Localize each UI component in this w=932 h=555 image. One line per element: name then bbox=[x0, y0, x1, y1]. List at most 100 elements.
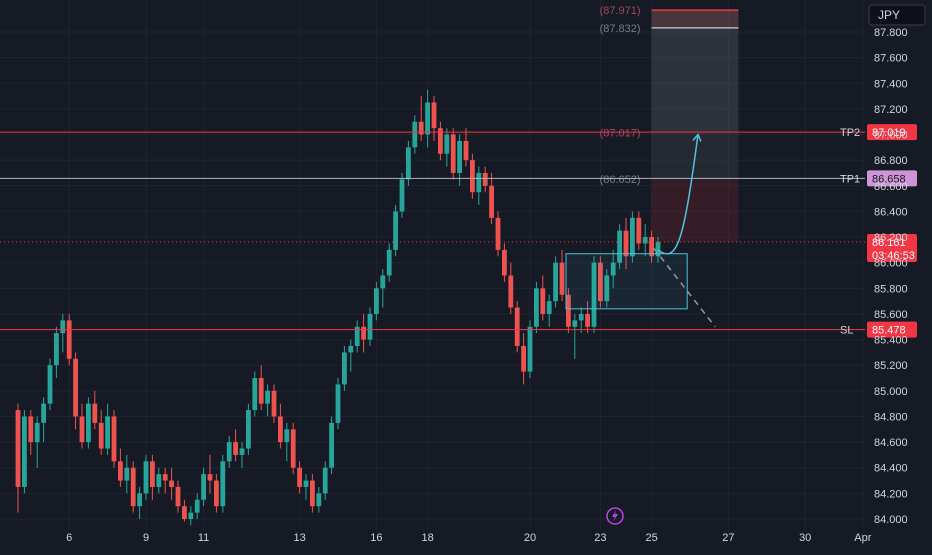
candle[interactable] bbox=[92, 390, 98, 430]
candle[interactable] bbox=[60, 313, 66, 353]
candle[interactable] bbox=[566, 288, 571, 334]
candle[interactable] bbox=[265, 384, 270, 417]
candle[interactable] bbox=[489, 172, 494, 225]
candle[interactable] bbox=[642, 224, 648, 257]
candle[interactable] bbox=[406, 140, 411, 186]
candle[interactable] bbox=[79, 403, 85, 449]
candle[interactable] bbox=[655, 237, 661, 263]
candle[interactable] bbox=[188, 506, 194, 526]
candle[interactable] bbox=[617, 224, 622, 270]
candle[interactable] bbox=[495, 211, 501, 257]
candle[interactable] bbox=[354, 320, 360, 353]
candle[interactable] bbox=[380, 269, 386, 308]
candle[interactable] bbox=[258, 365, 264, 411]
candle[interactable] bbox=[47, 358, 53, 411]
candle[interactable] bbox=[73, 352, 78, 430]
candle[interactable] bbox=[604, 269, 610, 308]
candle[interactable] bbox=[34, 416, 40, 468]
candle[interactable] bbox=[585, 301, 590, 334]
dashed-trendline[interactable] bbox=[653, 247, 716, 328]
candle[interactable] bbox=[175, 480, 181, 513]
candle[interactable] bbox=[534, 281, 539, 334]
candle[interactable] bbox=[578, 307, 584, 334]
candle[interactable] bbox=[41, 397, 46, 443]
lightning-icon[interactable] bbox=[606, 507, 624, 525]
candle[interactable] bbox=[386, 243, 392, 282]
candle[interactable] bbox=[559, 249, 565, 302]
projection-arrow-curve[interactable] bbox=[657, 134, 699, 255]
candle[interactable] bbox=[290, 422, 296, 475]
candle[interactable] bbox=[476, 166, 482, 206]
candle[interactable] bbox=[310, 474, 315, 513]
candle[interactable] bbox=[271, 384, 277, 423]
candle[interactable] bbox=[130, 461, 136, 513]
candle[interactable] bbox=[412, 115, 418, 154]
candle[interactable] bbox=[623, 217, 629, 270]
candle[interactable] bbox=[470, 153, 475, 199]
candle[interactable] bbox=[636, 211, 642, 250]
candle[interactable] bbox=[150, 454, 155, 500]
candle[interactable] bbox=[572, 313, 578, 359]
candle[interactable] bbox=[342, 345, 347, 391]
candle[interactable] bbox=[156, 467, 162, 494]
candle[interactable] bbox=[169, 467, 174, 500]
candle[interactable] bbox=[54, 326, 59, 379]
candle[interactable] bbox=[553, 256, 558, 308]
candle[interactable] bbox=[335, 378, 341, 430]
time-axis[interactable]: 6 9 11 13 16 18 20 23 25 27 30 Apr bbox=[66, 532, 872, 544]
candle[interactable] bbox=[598, 256, 603, 308]
candle[interactable] bbox=[322, 461, 328, 500]
candle[interactable] bbox=[162, 467, 168, 494]
candle[interactable] bbox=[591, 256, 597, 334]
candle[interactable] bbox=[297, 461, 302, 494]
candle[interactable] bbox=[393, 205, 398, 257]
candle[interactable] bbox=[508, 262, 514, 314]
candles[interactable] bbox=[15, 89, 661, 526]
candle[interactable] bbox=[182, 499, 187, 522]
candle[interactable] bbox=[278, 403, 283, 449]
candle[interactable] bbox=[361, 313, 366, 353]
candle[interactable] bbox=[502, 243, 507, 282]
candle[interactable] bbox=[514, 301, 520, 353]
candle[interactable] bbox=[86, 397, 91, 449]
candle[interactable] bbox=[431, 96, 437, 141]
projection-drawings[interactable] bbox=[565, 133, 716, 328]
candle[interactable] bbox=[610, 249, 616, 289]
candle[interactable] bbox=[546, 294, 552, 327]
candle[interactable] bbox=[463, 128, 469, 167]
candle[interactable] bbox=[444, 128, 450, 167]
price-axis[interactable]: 84.000 84.200 84.400 84.600 84.800 85.000 85.2… bbox=[874, 27, 908, 526]
candle[interactable] bbox=[540, 275, 546, 321]
candle[interactable] bbox=[226, 435, 232, 468]
candle[interactable] bbox=[246, 403, 251, 455]
candle[interactable] bbox=[252, 371, 258, 417]
candle[interactable] bbox=[527, 320, 533, 379]
candle[interactable] bbox=[15, 403, 21, 513]
candle[interactable] bbox=[521, 333, 526, 385]
candle[interactable] bbox=[329, 416, 334, 475]
candle[interactable] bbox=[137, 486, 142, 519]
currency-badge[interactable]: JPY bbox=[868, 4, 926, 26]
candle[interactable] bbox=[450, 128, 456, 180]
candle[interactable] bbox=[233, 429, 238, 462]
current-price-tag[interactable] bbox=[867, 234, 917, 263]
candle[interactable] bbox=[284, 422, 290, 462]
candle[interactable] bbox=[457, 134, 462, 186]
candle[interactable] bbox=[207, 454, 213, 494]
candle[interactable] bbox=[239, 442, 245, 468]
candle[interactable] bbox=[425, 89, 430, 148]
candle[interactable] bbox=[28, 410, 34, 455]
candle[interactable] bbox=[118, 448, 123, 487]
candle[interactable] bbox=[124, 454, 130, 494]
candle[interactable] bbox=[399, 172, 405, 218]
candle[interactable] bbox=[214, 474, 219, 513]
candle[interactable] bbox=[649, 230, 654, 263]
candle[interactable] bbox=[367, 307, 373, 346]
range-box[interactable] bbox=[565, 253, 688, 310]
candle[interactable] bbox=[418, 96, 424, 141]
candle[interactable] bbox=[348, 339, 354, 372]
candle[interactable] bbox=[220, 454, 226, 513]
